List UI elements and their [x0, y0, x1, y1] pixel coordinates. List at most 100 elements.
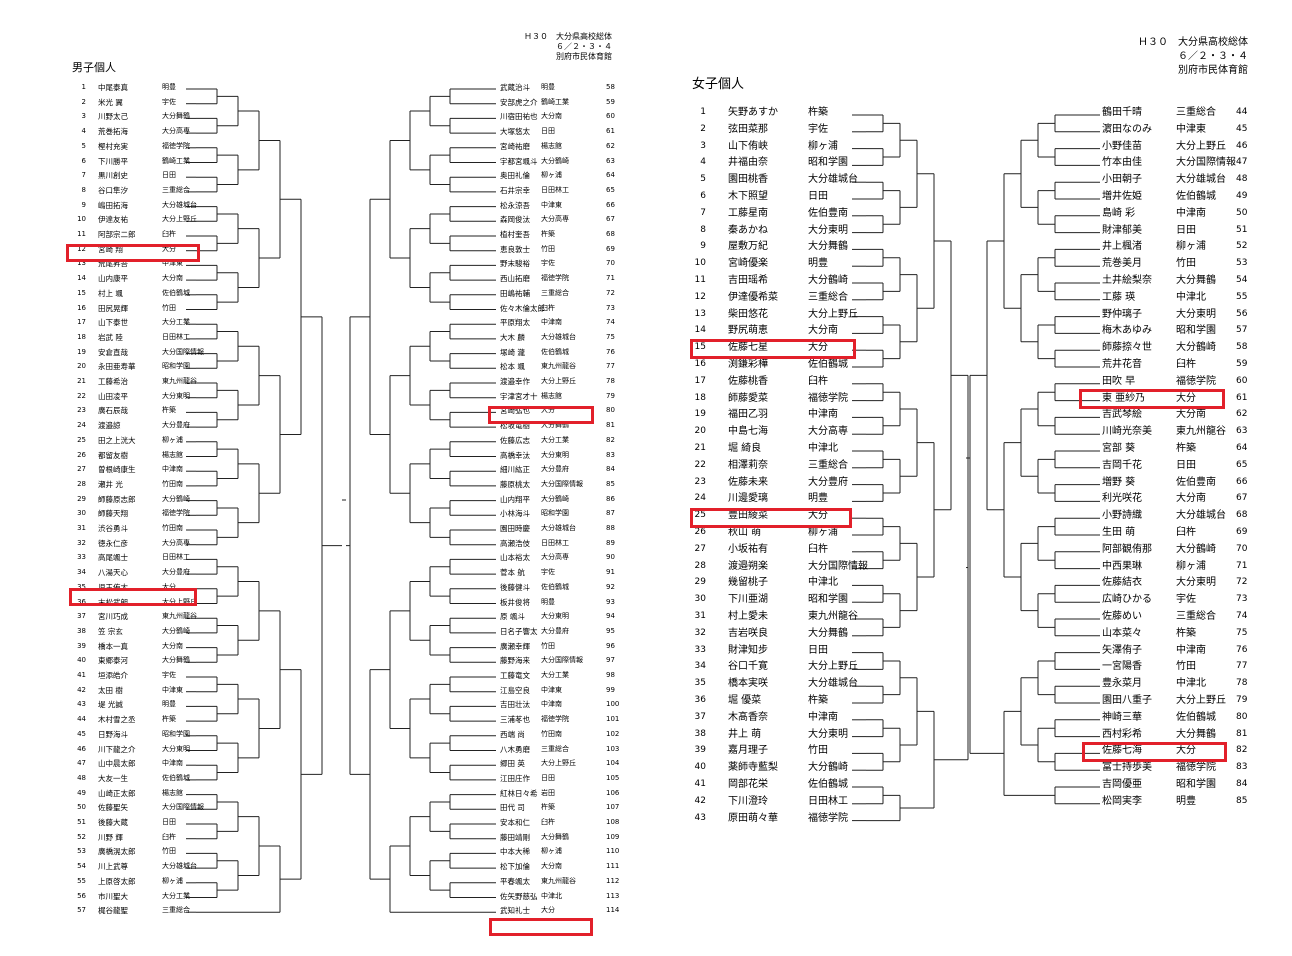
player-name: 佐藤広志 [500, 435, 530, 445]
entry-number: 19 [77, 347, 86, 356]
school-name: 楊志館 [162, 788, 183, 797]
school-name: 大分東明 [162, 391, 190, 400]
entry-number: 32 [694, 627, 706, 638]
player-name: 岩武 陸 [98, 332, 123, 342]
player-name: 吉田壮汰 [500, 700, 530, 710]
player-name: 宮崎優楽 [728, 258, 768, 270]
entry-number: 22 [694, 459, 706, 470]
header-right-line3: 別府市民体育館 [1178, 65, 1248, 76]
player-name: 上原啓太郎 [98, 876, 136, 886]
school-name: 臼杵 [808, 543, 828, 555]
school-name: 三重総合 [541, 744, 569, 753]
entry-number: 78 [606, 377, 615, 385]
entry-number: 5 [81, 141, 86, 150]
entry-number: 19 [694, 409, 706, 420]
entry-number: 67 [606, 215, 615, 224]
entry-number: 56 [1236, 308, 1248, 319]
school-name: 大分鶴崎 [1176, 543, 1216, 555]
player-name: 廣石辰哉 [98, 406, 128, 416]
player-name: 嘉月理子 [728, 745, 768, 757]
entry-number: 62 [606, 141, 615, 150]
player-name: 山崎正太郎 [98, 788, 136, 798]
player-name: 堤 光誠 [98, 700, 123, 710]
school-name: 竹田 [162, 847, 176, 856]
header-left-line1: Ｈ３０ 大分県高校総体 [524, 32, 612, 41]
player-name: 松坂竜樹 [500, 421, 530, 431]
entry-number: 20 [77, 362, 86, 371]
entry-number: 68 [1236, 510, 1248, 521]
entry-number: 30 [77, 509, 86, 518]
school-name: 日田 [1176, 459, 1196, 471]
highlight-box [1079, 389, 1225, 409]
player-name: 日名子響太 [500, 626, 538, 636]
entry-number: 40 [694, 762, 706, 773]
player-name: 島崎 彩 [1102, 207, 1136, 219]
school-name: 中津北 [808, 577, 838, 589]
player-name: 三浦苳也 [500, 715, 530, 725]
school-name: 昭和学園 [162, 729, 190, 738]
entry-number: 103 [606, 744, 620, 753]
player-name: 宇都宮颯斗 [500, 156, 538, 166]
entry-number: 32 [77, 538, 86, 547]
school-name: 大分高専 [162, 538, 190, 547]
school-name: 明豊 [1176, 795, 1196, 807]
entry-number: 79 [1236, 695, 1248, 705]
highlight-box [69, 588, 197, 606]
entry-number: 61 [1236, 392, 1248, 403]
school-name: 大分鶴崎 [808, 762, 848, 774]
player-name: 財津郁美 [1102, 224, 1142, 236]
player-name: 藤田靖剛 [500, 832, 530, 842]
entry-number: 82 [1236, 745, 1248, 756]
player-name: 吉田瑶希 [728, 275, 768, 286]
school-name: 大分 [1176, 392, 1196, 404]
school-name: 福徳学院 [808, 812, 848, 824]
player-name: 川宿田祐也 [500, 112, 538, 122]
player-name: 幾留桃子 [728, 577, 768, 589]
player-name: 廣瀬幸輝 [500, 641, 530, 651]
player-name: 師藤原志郎 [98, 494, 136, 504]
entry-number: 104 [606, 759, 620, 768]
player-name: 恵良敦士 [500, 244, 530, 254]
player-name: 荒井花音 [1102, 359, 1142, 370]
player-name: 黒川創史 [98, 171, 128, 181]
school-name: 杵築 [808, 107, 828, 118]
player-name: 中本大稀 [500, 847, 530, 857]
school-name: 大分高専 [808, 426, 848, 438]
school-name: 宇佐 [808, 123, 828, 135]
player-name: 山中晨太郎 [98, 759, 136, 769]
entry-number: 42 [694, 795, 706, 806]
player-name: 吉岩咲良 [728, 627, 768, 639]
school-name: 臼杵 [1176, 359, 1196, 370]
player-name: 日野海斗 [98, 729, 128, 739]
entry-number: 109 [606, 832, 620, 841]
school-name: 大分高専 [541, 215, 569, 224]
entry-number: 101 [606, 715, 620, 724]
school-name: 明豊 [541, 83, 555, 91]
entry-number: 27 [694, 543, 706, 554]
entry-number: 81 [606, 421, 615, 430]
school-name: 東九州龍谷 [808, 611, 858, 622]
school-name: 大分上野丘 [1176, 695, 1226, 706]
entry-number: 29 [694, 577, 706, 588]
entry-number: 73 [606, 303, 615, 312]
player-name: 安倉直哉 [98, 347, 128, 357]
school-name: 佐伯鶴城 [1176, 711, 1216, 723]
entry-number: 17 [694, 375, 706, 386]
entry-number: 6 [700, 191, 706, 201]
player-name: 土井絵梨奈 [1102, 275, 1152, 286]
entry-number: 30 [694, 594, 706, 605]
school-name: 大分南 [162, 641, 183, 650]
entry-number: 76 [606, 347, 615, 356]
school-name: 東九州龍谷 [541, 876, 576, 885]
player-name: 大友一生 [98, 773, 128, 783]
school-name: 竹田 [1176, 258, 1196, 270]
player-name: 園田桃香 [728, 174, 768, 186]
entry-number: 89 [606, 538, 615, 547]
player-name: 江田庄作 [500, 773, 530, 783]
player-name: 中西果琳 [1102, 560, 1142, 572]
player-name: 鶴田千晴 [1102, 107, 1142, 118]
school-name: 明豊 [808, 258, 828, 270]
school-name: 昭和学園 [541, 509, 569, 518]
player-name: 弦田菜那 [728, 123, 768, 135]
player-name: 奥田礼倫 [500, 171, 530, 181]
